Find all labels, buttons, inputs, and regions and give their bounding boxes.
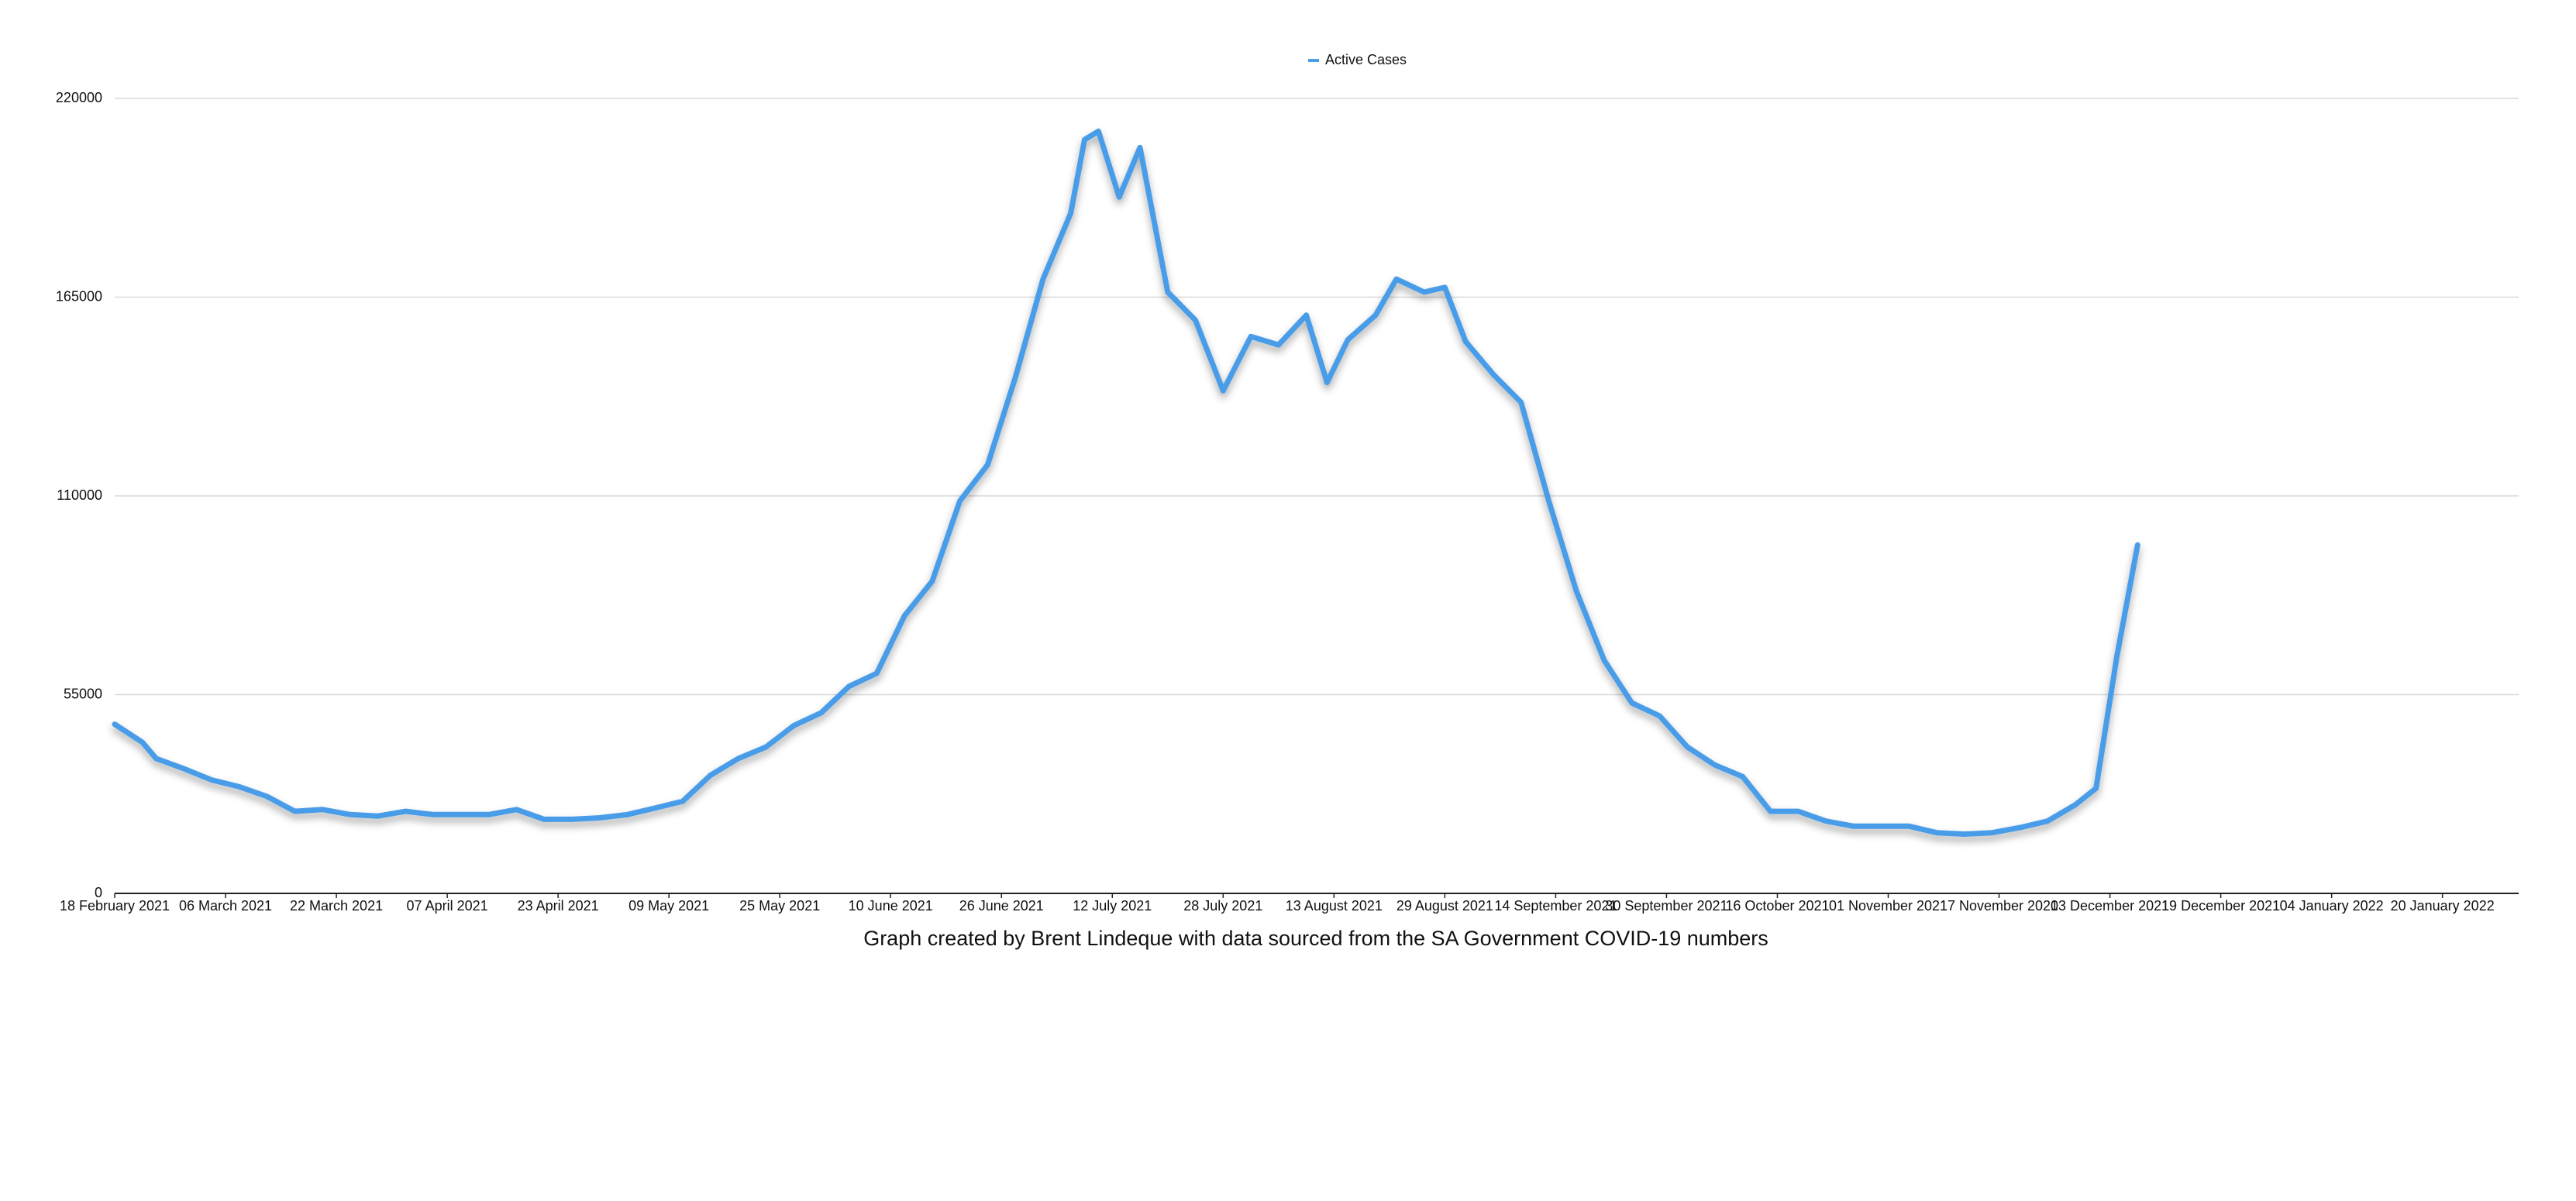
x-tick-label: 12 July 2021: [1073, 898, 1152, 914]
legend-label: Active Cases: [1325, 52, 1407, 67]
x-tick-label: 17 November 2021: [1940, 898, 2058, 914]
x-tick-label: 29 August 2021: [1396, 898, 1493, 914]
x-tick-label: 01 November 2021: [1829, 898, 1947, 914]
y-tick-label: 110000: [57, 487, 102, 503]
y-tick-label: 55000: [64, 686, 102, 701]
x-tick-label: 04 January 2022: [2280, 898, 2384, 914]
y-tick-label: 0: [95, 885, 102, 900]
x-tick-label: 28 July 2021: [1183, 898, 1262, 914]
x-tick-label: 03 December 2021: [2051, 898, 2169, 914]
x-tick-label: 14 September 2021: [1494, 898, 1617, 914]
x-tick-label: 20 January 2022: [2391, 898, 2495, 914]
data-line: [112, 128, 2140, 837]
x-tick-label: 23 April 2021: [518, 898, 599, 914]
x-tick-label: 25 May 2021: [739, 898, 820, 914]
y-tick-label: 165000: [56, 288, 102, 304]
x-tick-label: 10 June 2021: [849, 898, 933, 914]
x-tick-label: 22 March 2021: [290, 898, 383, 914]
x-tick-label: 18 February 2021: [60, 898, 170, 914]
x-tick-label: 07 April 2021: [407, 898, 488, 914]
x-tick-label: 30 September 2021: [1605, 898, 1727, 914]
x-tick-label: 09 May 2021: [629, 898, 709, 914]
x-tick-label: 16 October 2021: [1725, 898, 1829, 914]
caption: Graph created by Brent Lindeque with dat…: [863, 927, 1768, 950]
x-tick-label: 13 August 2021: [1286, 898, 1383, 914]
x-tick-label: 06 March 2021: [179, 898, 272, 914]
x-tick-label: 26 June 2021: [959, 898, 1044, 914]
y-tick-label: 220000: [56, 90, 102, 105]
x-tick-label: 19 December 2021: [2161, 898, 2280, 914]
